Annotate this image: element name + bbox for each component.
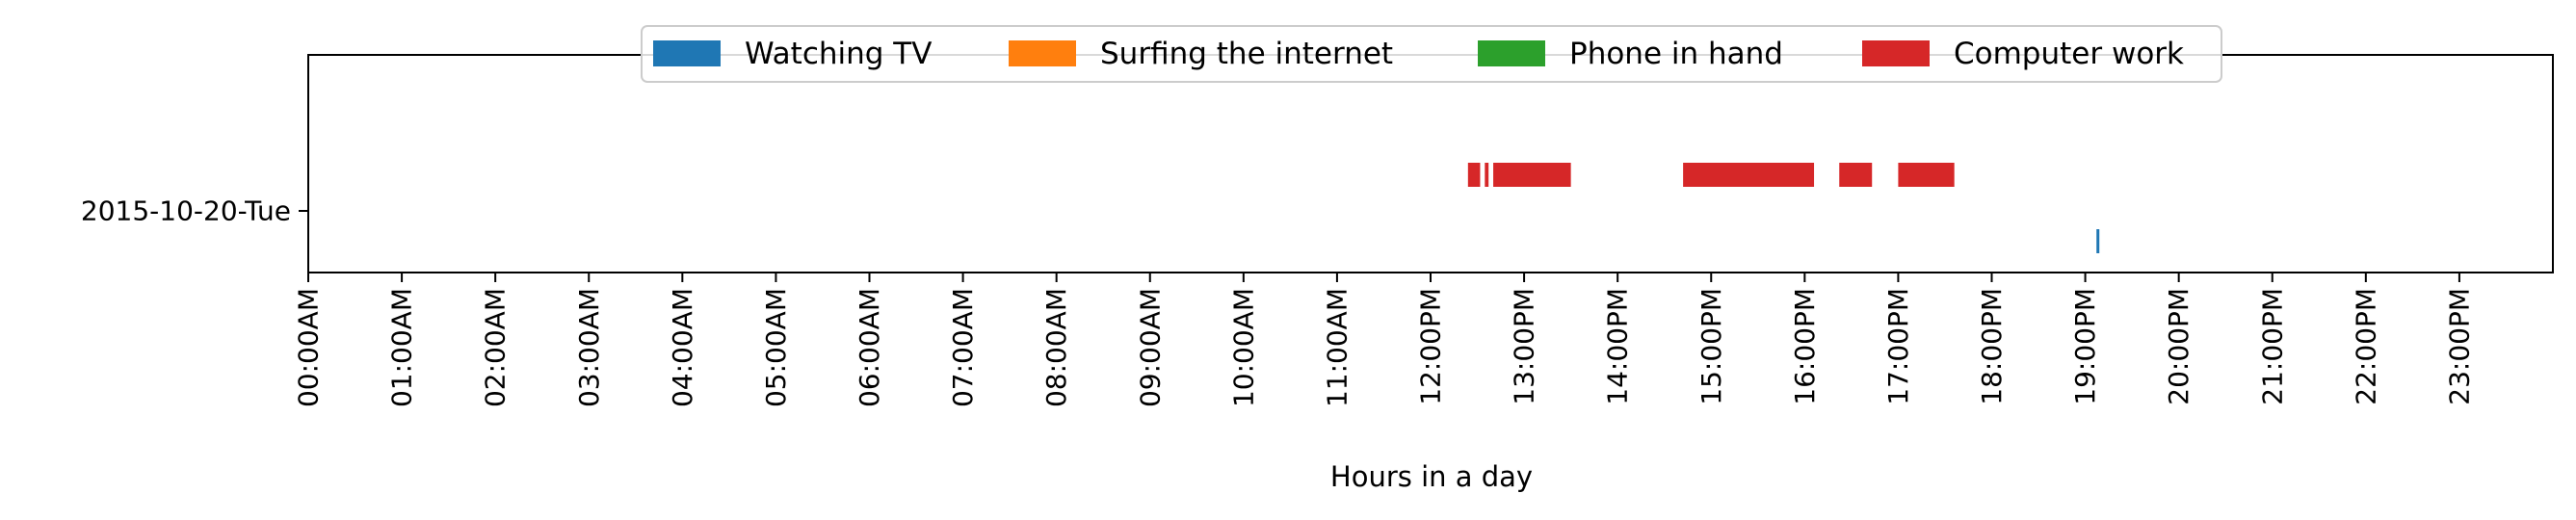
x-tick-label: 03:00AM	[573, 288, 605, 407]
activity-bar-computer-work-1	[1485, 163, 1489, 187]
activity-bar-computer-work-5	[1898, 163, 1955, 187]
x-tick-label: 14:00PM	[1602, 288, 1634, 405]
x-axis: 00:00AM 01:00AM 02:00AM 03:00AM 04:00AM 05:00…	[293, 273, 2475, 407]
x-tick-label: 17:00PM	[1882, 288, 1914, 405]
legend-label: Surfing the internet	[1100, 37, 1393, 71]
x-tick-label: 06:00AM	[854, 288, 885, 407]
legend-label: Computer work	[1954, 37, 2184, 71]
x-tick-label: 09:00AM	[1134, 288, 1166, 407]
x-tick-label: 22:00PM	[2350, 288, 2381, 405]
legend-swatch-phone-in-hand	[1478, 40, 1545, 66]
x-axis-label: Hours in a day	[1330, 460, 1533, 493]
x-tick-label: 01:00AM	[386, 288, 418, 407]
x-tick-label: 19:00PM	[2069, 288, 2101, 405]
activity-bar-watching-tv-0	[2096, 229, 2100, 253]
activity-bar-computer-work-4	[1839, 163, 1873, 187]
x-tick-label: 21:00PM	[2256, 288, 2288, 405]
legend-swatch-surfing-the-internet	[1009, 40, 1076, 66]
legend-swatch-watching-tv	[653, 40, 721, 66]
legend-label: Watching TV	[745, 37, 932, 71]
y-tick-label: 2015-10-20-Tue	[81, 195, 291, 227]
legend-box	[641, 25, 2222, 83]
legend: Watching TV Surfing the internet Phone in …	[641, 25, 2222, 83]
x-tick-label: 02:00AM	[480, 288, 512, 407]
y-axis: 2015-10-20-Tue	[81, 195, 308, 227]
x-tick-label: 11:00AM	[1321, 288, 1353, 407]
x-tick-label: 16:00PM	[1789, 288, 1821, 405]
x-tick-label: 20:00PM	[2163, 288, 2195, 405]
x-tick-label: 05:00AM	[760, 288, 792, 407]
x-tick-label: 23:00PM	[2443, 288, 2475, 405]
activity-bar-computer-work-0	[1467, 163, 1481, 187]
x-tick-label: 15:00PM	[1695, 288, 1727, 405]
legend-swatch-computer-work	[1862, 40, 1930, 66]
x-tick-label: 04:00AM	[667, 288, 698, 407]
x-tick-label: 12:00PM	[1415, 288, 1447, 405]
x-tick-label: 08:00AM	[1040, 288, 1072, 407]
activity-bar-computer-work-3	[1683, 163, 1815, 187]
x-tick-label: 10:00AM	[1227, 288, 1259, 407]
x-tick-label: 18:00PM	[1976, 288, 2008, 405]
x-tick-label: 07:00AM	[947, 288, 979, 407]
x-tick-label: 00:00AM	[293, 288, 325, 407]
x-tick-label: 13:00PM	[1509, 288, 1540, 405]
legend-label: Phone in hand	[1569, 37, 1783, 71]
activity-bar-computer-work-2	[1493, 163, 1571, 187]
